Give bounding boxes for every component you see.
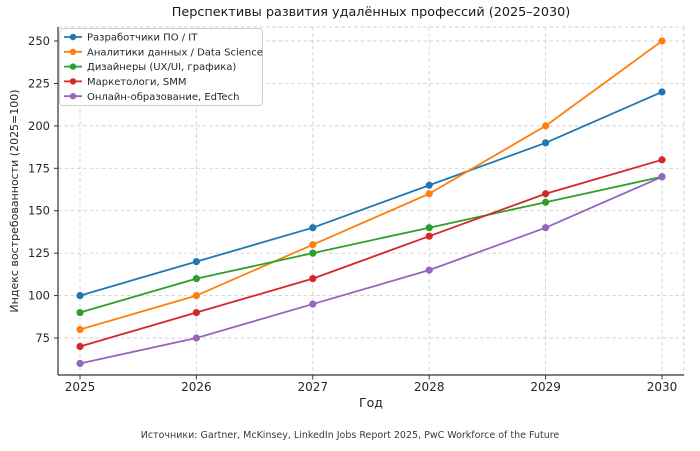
data-point: [76, 308, 84, 317]
data-point: [309, 241, 317, 249]
y-tick-label: 250: [28, 34, 50, 48]
data-point: [76, 359, 84, 368]
data-point: [425, 266, 433, 274]
legend-item-marker: [69, 48, 77, 55]
series-line-4: [79, 175, 663, 365]
series-line-2: [79, 175, 663, 314]
chart-title: Перспективы развития удалённых профессий…: [171, 5, 571, 20]
data-point: [425, 190, 433, 198]
legend-item-marker: [69, 63, 77, 70]
data-point: [309, 249, 317, 257]
legend-item-label: Дизайнеры (UX/UI, графика): [87, 62, 236, 73]
data-point: [658, 37, 666, 45]
legend-item-label: Онлайн-образование, EdTech: [87, 92, 239, 103]
data-point: [76, 325, 84, 334]
data-point: [192, 291, 200, 300]
series-line-0: [79, 91, 663, 297]
x-tick-label: 2030: [647, 380, 678, 394]
data-point: [542, 224, 550, 232]
legend-item-marker: [69, 93, 77, 100]
data-point: [425, 224, 433, 232]
x-tick-label: 2029: [530, 380, 561, 394]
legend-item-label: Аналитики данных / Data Science: [87, 47, 263, 58]
data-point: [192, 258, 200, 266]
y-tick-label: 150: [28, 204, 50, 218]
data-point: [425, 232, 433, 240]
series-line-3: [79, 158, 663, 348]
data-point: [192, 308, 200, 317]
legend-box: [59, 28, 263, 106]
data-point: [76, 291, 84, 300]
x-tick-label: 2025: [65, 380, 96, 394]
x-tick-label: 2028: [414, 380, 445, 394]
y-tick-label: 225: [28, 76, 50, 90]
legend-item-label: Маркетологи, SMM: [87, 77, 186, 88]
data-point: [76, 342, 84, 351]
data-point: [309, 275, 317, 283]
x-tick-label: 2026: [181, 380, 212, 394]
legend-item-marker: [69, 33, 77, 41]
data-point: [658, 173, 666, 181]
y-tick-label: 175: [28, 161, 50, 175]
data-point: [425, 181, 433, 189]
y-tick-label: 125: [28, 246, 50, 260]
y-tick-label: 200: [28, 119, 50, 133]
y-tick-label: 75: [35, 331, 50, 345]
data-point: [192, 334, 200, 342]
data-point: [192, 275, 200, 283]
data-point: [542, 122, 550, 130]
x-axis-label: Год: [359, 395, 383, 410]
x-tick-label: 2027: [298, 380, 329, 394]
y-tick-label: 100: [28, 289, 50, 303]
source-note: Источники: Gartner, McKinsey, LinkedIn J…: [140, 430, 560, 441]
data-point: [309, 300, 317, 308]
legend-item-label: Разработчики ПО / IT: [87, 33, 198, 44]
data-point: [658, 156, 666, 164]
series-line-1: [79, 40, 663, 331]
data-point: [309, 224, 317, 232]
legend-item-marker: [69, 78, 77, 85]
data-point: [658, 88, 666, 96]
data-point: [542, 198, 550, 206]
data-point: [542, 139, 550, 147]
data-point: [542, 190, 550, 198]
